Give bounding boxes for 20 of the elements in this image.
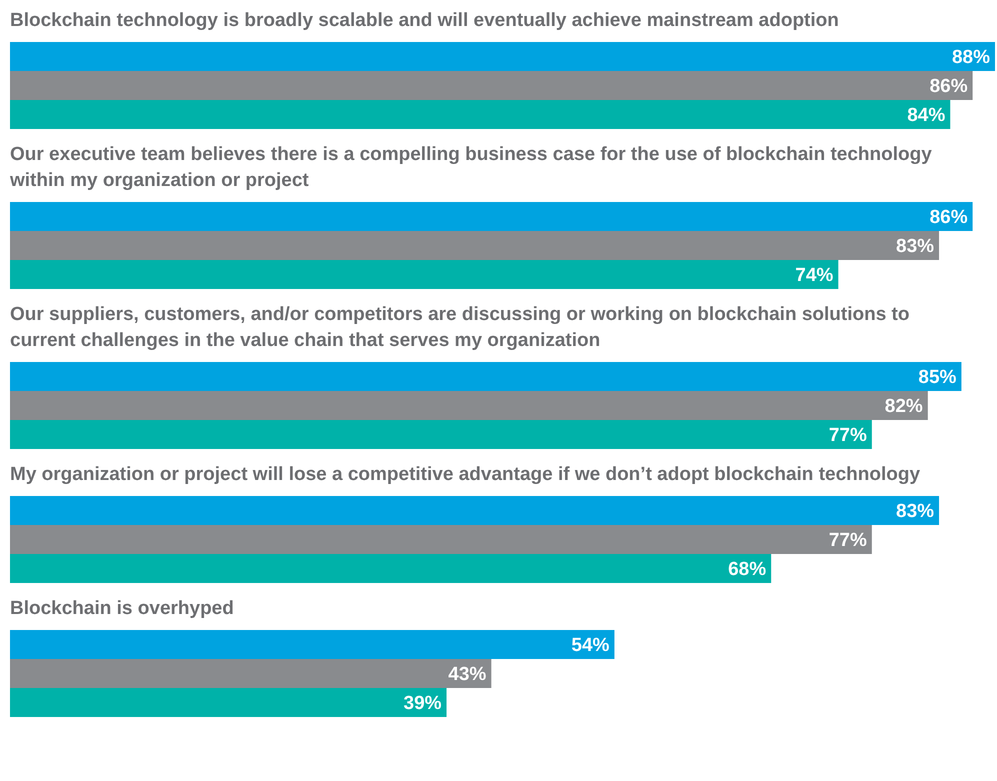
data-label: 88%: [952, 47, 990, 68]
data-label: 83%: [896, 501, 934, 522]
data-label: 77%: [828, 425, 867, 446]
y-tick-label: Our executive team believes there is a compelling business case for the use of blockchain technology within my organization or project: [10, 143, 933, 193]
data-label: 74%: [795, 265, 834, 286]
y-tick-label: Our suppliers, customers, and/or competitors are discussing or working on blockchain solutions to current challenges in the value chain that serves my organization: [10, 303, 910, 353]
data-label: 39%: [404, 693, 442, 714]
y-tick-label: My organization or project will lose a competitive advantage if we don’t adopt blockchain technology: [10, 463, 922, 487]
data-label: 85%: [918, 367, 957, 388]
y-tick-label: Blockchain is overhyped: [10, 597, 235, 621]
data-label: 68%: [728, 559, 766, 580]
y-tick-label: Blockchain technology is broadly scalable and will eventually achieve mainstream adoption: [10, 9, 840, 33]
data-label: 83%: [896, 236, 934, 258]
data-label: 77%: [828, 530, 867, 552]
data-label: 86%: [930, 76, 968, 98]
data-label: 84%: [907, 105, 946, 126]
data-label: 82%: [884, 396, 923, 418]
data-label: 86%: [930, 207, 968, 228]
data-label: 54%: [571, 635, 610, 656]
data-label: 43%: [448, 664, 486, 686]
